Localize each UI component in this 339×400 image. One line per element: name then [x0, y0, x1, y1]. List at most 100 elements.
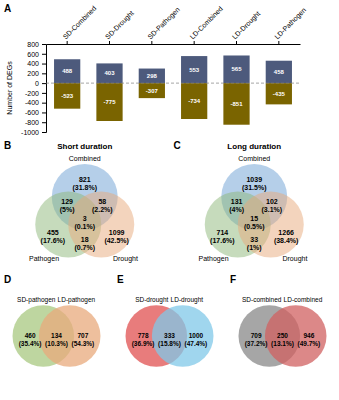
region-count: 129	[61, 198, 73, 205]
region-label: 714(17.6%)	[210, 229, 235, 245]
set-label: SD-pathogen	[17, 296, 56, 304]
data-label: 298	[147, 73, 158, 79]
region-percentage: (10.3%)	[45, 340, 68, 348]
region-label: 131(4%)	[229, 198, 244, 214]
venn3-panel: 1039(31.5%) 714(17.6%) 1266(38.4%) 131(4%) 1…	[199, 142, 308, 263]
y-axis-title: Number of DEGs	[6, 61, 13, 115]
set-label: Combined	[238, 155, 270, 162]
y-tick-mark	[42, 73, 46, 74]
x-tick-label: LD-Combined	[189, 5, 225, 41]
region-percentage: (17.6%)	[210, 237, 235, 245]
x-tick-mark	[194, 41, 195, 44]
data-label: -734	[188, 98, 201, 104]
data-labels: 488403298553565458-523-775-307-734-851-4…	[61, 66, 285, 107]
region-percentage: (4%)	[229, 206, 244, 214]
y-axis: -1000-800-600-400-2000200400600800	[21, 41, 46, 136]
bar	[181, 56, 207, 83]
panel-letter: C	[174, 140, 181, 151]
region-label: 1039(31.5%)	[242, 176, 267, 192]
bar	[96, 83, 122, 121]
region-percentage: (0.7%)	[74, 244, 95, 252]
region-count: 1000	[189, 332, 204, 339]
region-label: 1266(38.4%)	[274, 229, 299, 245]
x-tick: LD-Pathogen	[273, 6, 308, 44]
bar	[223, 55, 249, 83]
x-tick: SD-Combined	[62, 4, 98, 44]
set-label: SD-drought	[135, 296, 168, 304]
region-percentage: (3.1%)	[262, 206, 283, 214]
data-label: 565	[231, 66, 242, 72]
region-percentage: (38.4%)	[274, 237, 299, 245]
y-tick-label: -400	[25, 99, 39, 106]
region-label: 455(17.6%)	[41, 229, 66, 245]
panel-letter: F	[230, 274, 236, 285]
y-tick: 0	[35, 80, 46, 87]
region-percentage: (54.3%)	[72, 340, 95, 348]
set-label: LD-combined	[284, 296, 323, 303]
set-label: Drought	[113, 255, 138, 263]
region-percentage: (13.1%)	[271, 340, 294, 348]
region-percentage: (0.1%)	[74, 223, 95, 231]
y-tick-label: 400	[27, 60, 39, 67]
y-tick-label: 800	[27, 41, 39, 48]
region-percentage: (15.8%)	[158, 340, 181, 348]
region-percentage: (17.6%)	[41, 237, 66, 245]
region-label: 946(49.7%)	[298, 332, 321, 348]
region-percentage: (31.8%)	[72, 184, 97, 192]
y-tick: 600	[27, 51, 46, 58]
region-label: 250(13.1%)	[271, 332, 294, 348]
region-count: 946	[303, 332, 314, 339]
bar-panel: -1000-800-600-400-2000200400600800SD-Com…	[6, 4, 308, 135]
x-tick-label: LD-Pathogen	[273, 6, 308, 41]
panel-letter: E	[117, 274, 124, 285]
set-circle	[238, 191, 304, 257]
y-tick: -600	[25, 109, 46, 116]
bar	[54, 59, 80, 83]
y-tick-mark	[42, 132, 46, 133]
x-tick-mark	[67, 41, 68, 44]
y-tick-mark	[42, 64, 46, 65]
bar	[139, 83, 165, 98]
y-tick-label: -600	[25, 109, 39, 116]
bar	[266, 83, 292, 104]
y-tick-label: 0	[35, 80, 39, 87]
y-tick-label: -1000	[21, 129, 39, 136]
set-label: SD-combined	[242, 296, 282, 303]
y-tick-label: -200	[25, 90, 39, 97]
region-count: 778	[138, 332, 149, 339]
circles	[238, 305, 326, 367]
region-count: 333	[164, 332, 175, 339]
circles	[13, 305, 101, 367]
region-label: 134(10.3%)	[45, 332, 68, 348]
x-tick-mark	[109, 41, 110, 44]
y-tick: -1000	[21, 129, 46, 136]
region-count: 134	[51, 332, 62, 339]
venn3-panel: 821(31.8%)455(17.6%)1099(42.5%)129(5%)58…	[29, 142, 138, 263]
region-label: 58(2.2%)	[92, 198, 113, 214]
circles	[35, 164, 134, 258]
set-label: LD-pathogen	[58, 296, 96, 304]
y-tick-mark	[42, 83, 46, 84]
region-count: 250	[277, 332, 288, 339]
panel-letter: D	[4, 274, 11, 285]
region-count: 1266	[278, 229, 294, 236]
region-count: 1099	[109, 229, 125, 236]
chart-root: -1000-800-600-400-2000200400600800SD-Com…	[0, 0, 339, 400]
data-label: -523	[61, 93, 74, 99]
region-percentage: (1%)	[247, 244, 262, 252]
region-label: 1000(47.4%)	[185, 332, 208, 348]
bar	[139, 69, 165, 84]
y-tick-mark	[42, 122, 46, 123]
data-label: -435	[273, 91, 286, 97]
y-axis-line	[42, 45, 47, 133]
region-percentage: (0.5%)	[244, 223, 265, 231]
region-count: 1039	[246, 176, 262, 183]
bar	[223, 83, 249, 125]
region-percentage: (31.5%)	[242, 184, 267, 192]
region-percentage: (42.5%)	[104, 237, 129, 245]
set-label: LD-drought	[171, 296, 204, 304]
region-count: 707	[77, 332, 88, 339]
data-label: 553	[189, 67, 200, 73]
region-count: 102	[266, 198, 278, 205]
region-count: 714	[217, 229, 229, 236]
